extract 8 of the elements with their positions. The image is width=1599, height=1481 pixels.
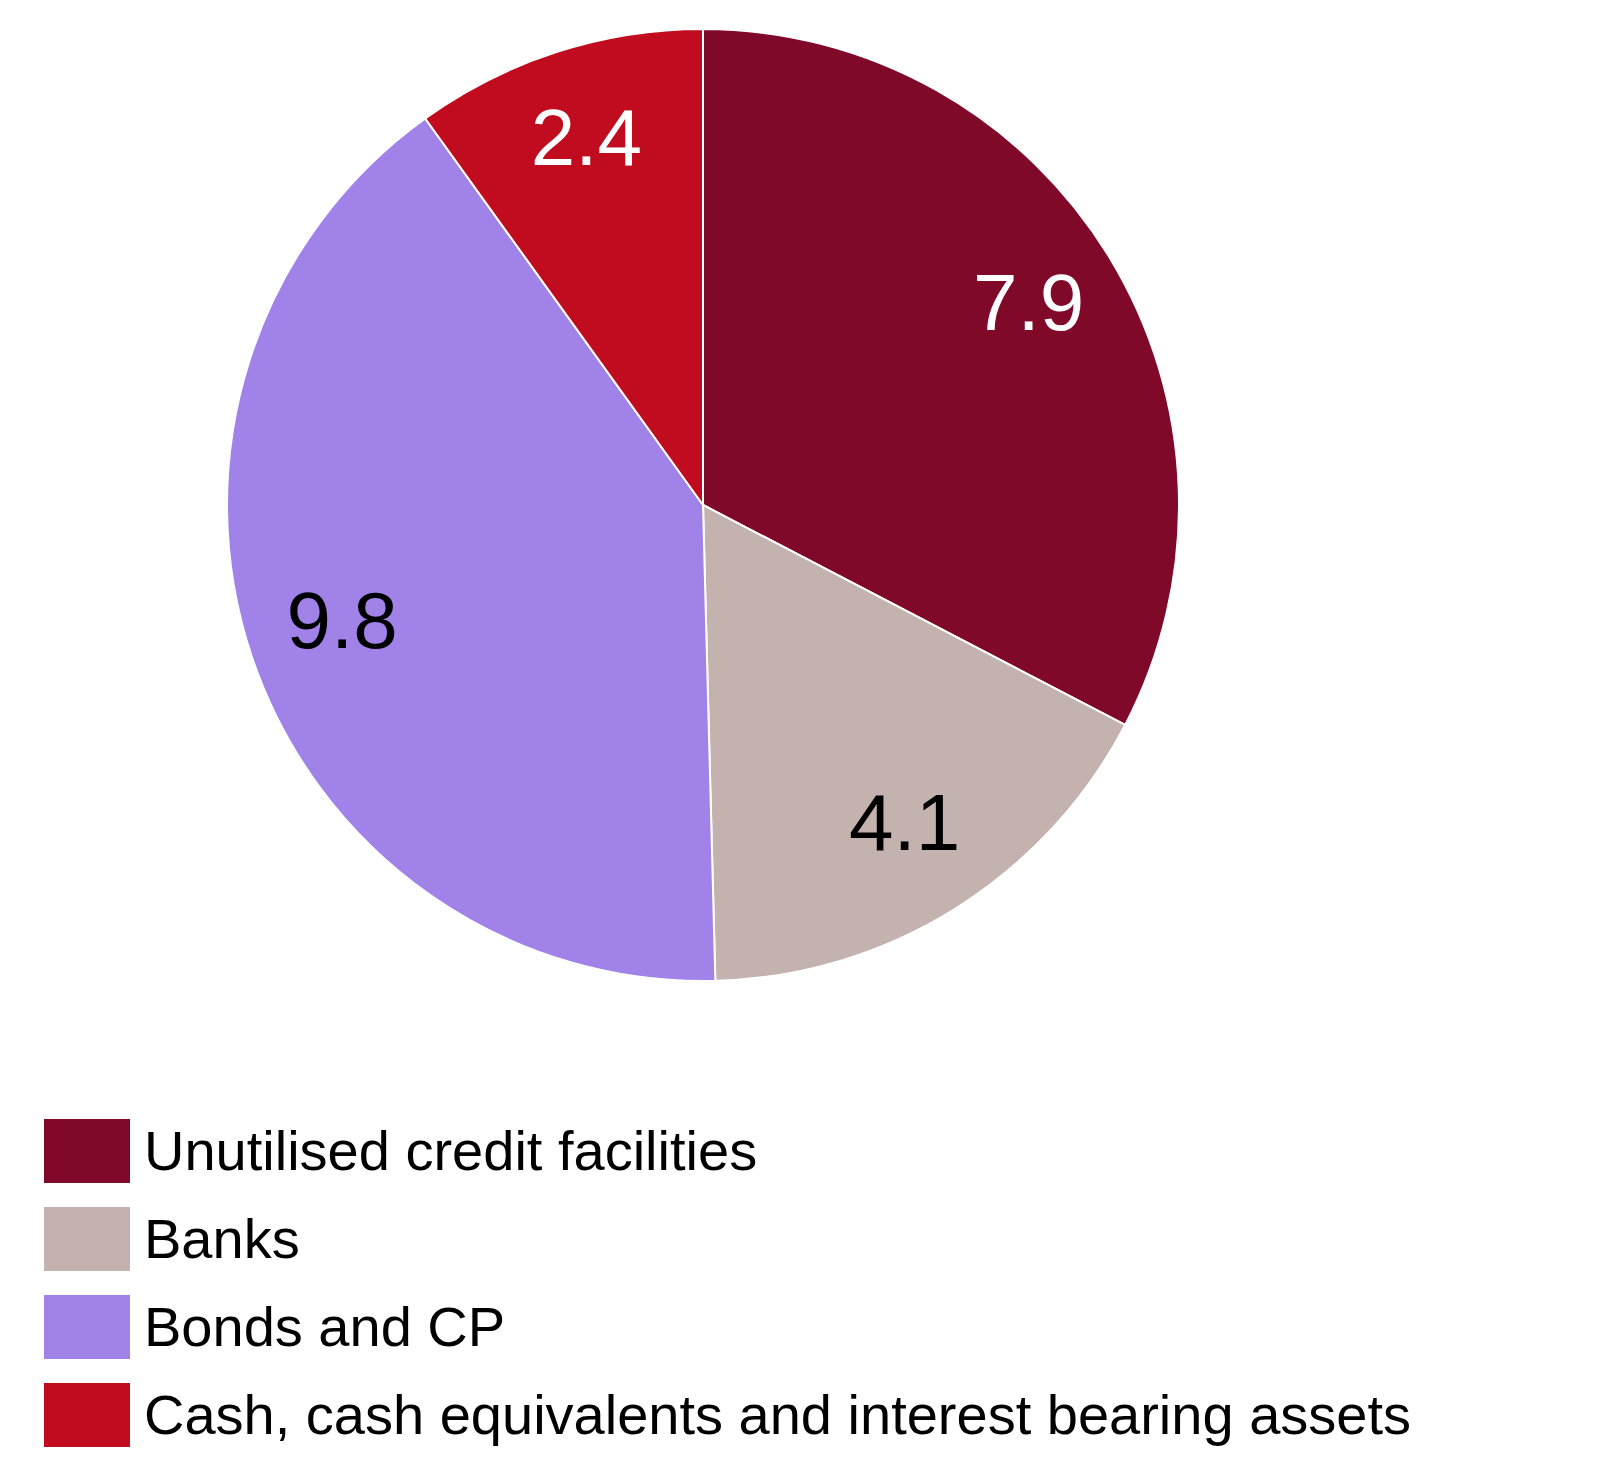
data-label: 2.4 — [530, 92, 642, 182]
legend-label: Banks — [144, 1206, 300, 1272]
data-label: 9.8 — [286, 576, 398, 666]
legend-label: Unutilised credit facilities — [144, 1118, 758, 1184]
data-label: 7.9 — [972, 257, 1085, 347]
legend-label: Bonds and CP — [144, 1294, 506, 1360]
legend-label: Cash, cash equivalents and interest bearing assets — [144, 1382, 1411, 1448]
data-label: 4.1 — [849, 778, 961, 868]
